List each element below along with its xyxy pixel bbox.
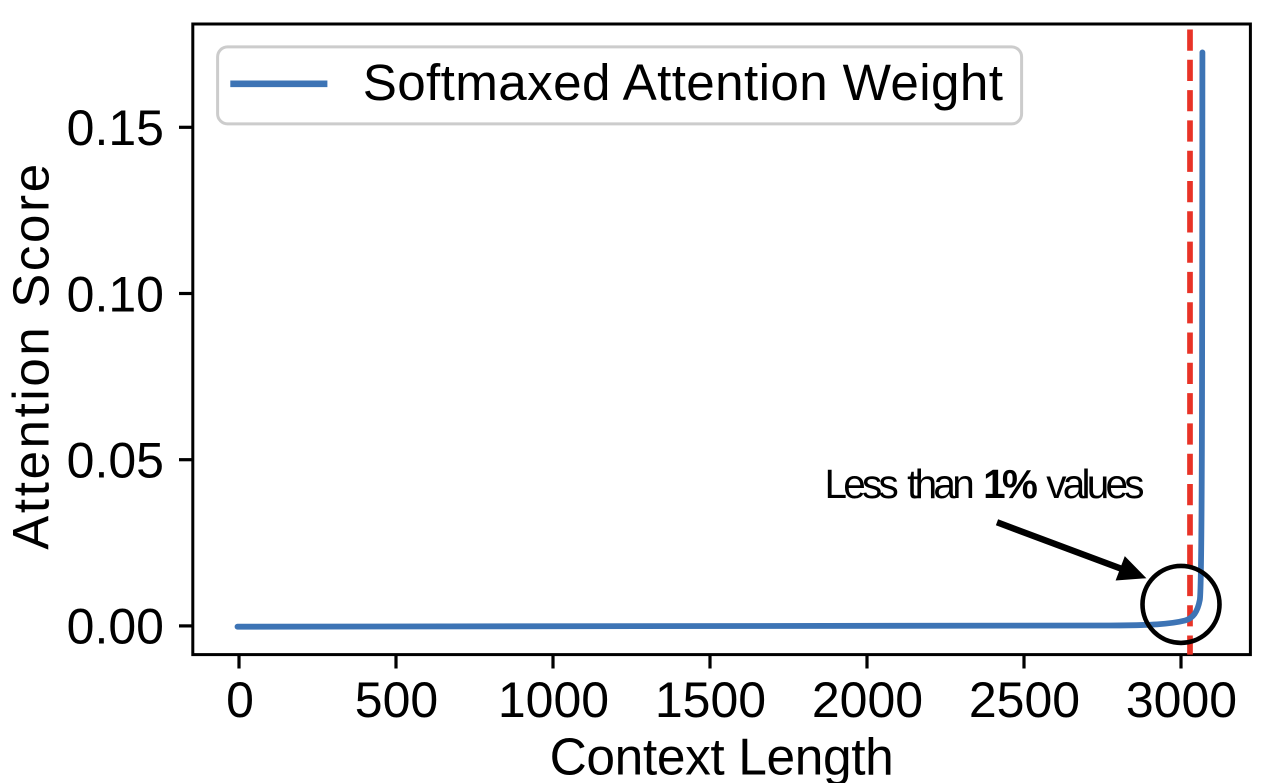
svg-text:Softmaxed Attention Weight: Softmaxed Attention Weight xyxy=(363,54,1004,111)
svg-text:3000: 3000 xyxy=(1126,672,1237,728)
svg-text:1500: 1500 xyxy=(655,672,766,728)
svg-text:0.15: 0.15 xyxy=(67,100,164,156)
svg-text:0.00: 0.00 xyxy=(67,599,164,655)
svg-text:Context Length: Context Length xyxy=(550,727,894,783)
svg-text:0: 0 xyxy=(226,672,254,728)
svg-text:500: 500 xyxy=(355,672,438,728)
svg-text:2000: 2000 xyxy=(812,672,923,728)
svg-text:1000: 1000 xyxy=(498,672,609,728)
svg-text:2500: 2500 xyxy=(969,672,1080,728)
svg-text:Attention Score: Attention Score xyxy=(3,161,60,549)
svg-text:0.10: 0.10 xyxy=(67,266,164,322)
svg-text:Less than 1% values: Less than 1% values xyxy=(825,461,1144,507)
svg-text:0.05: 0.05 xyxy=(67,433,164,489)
